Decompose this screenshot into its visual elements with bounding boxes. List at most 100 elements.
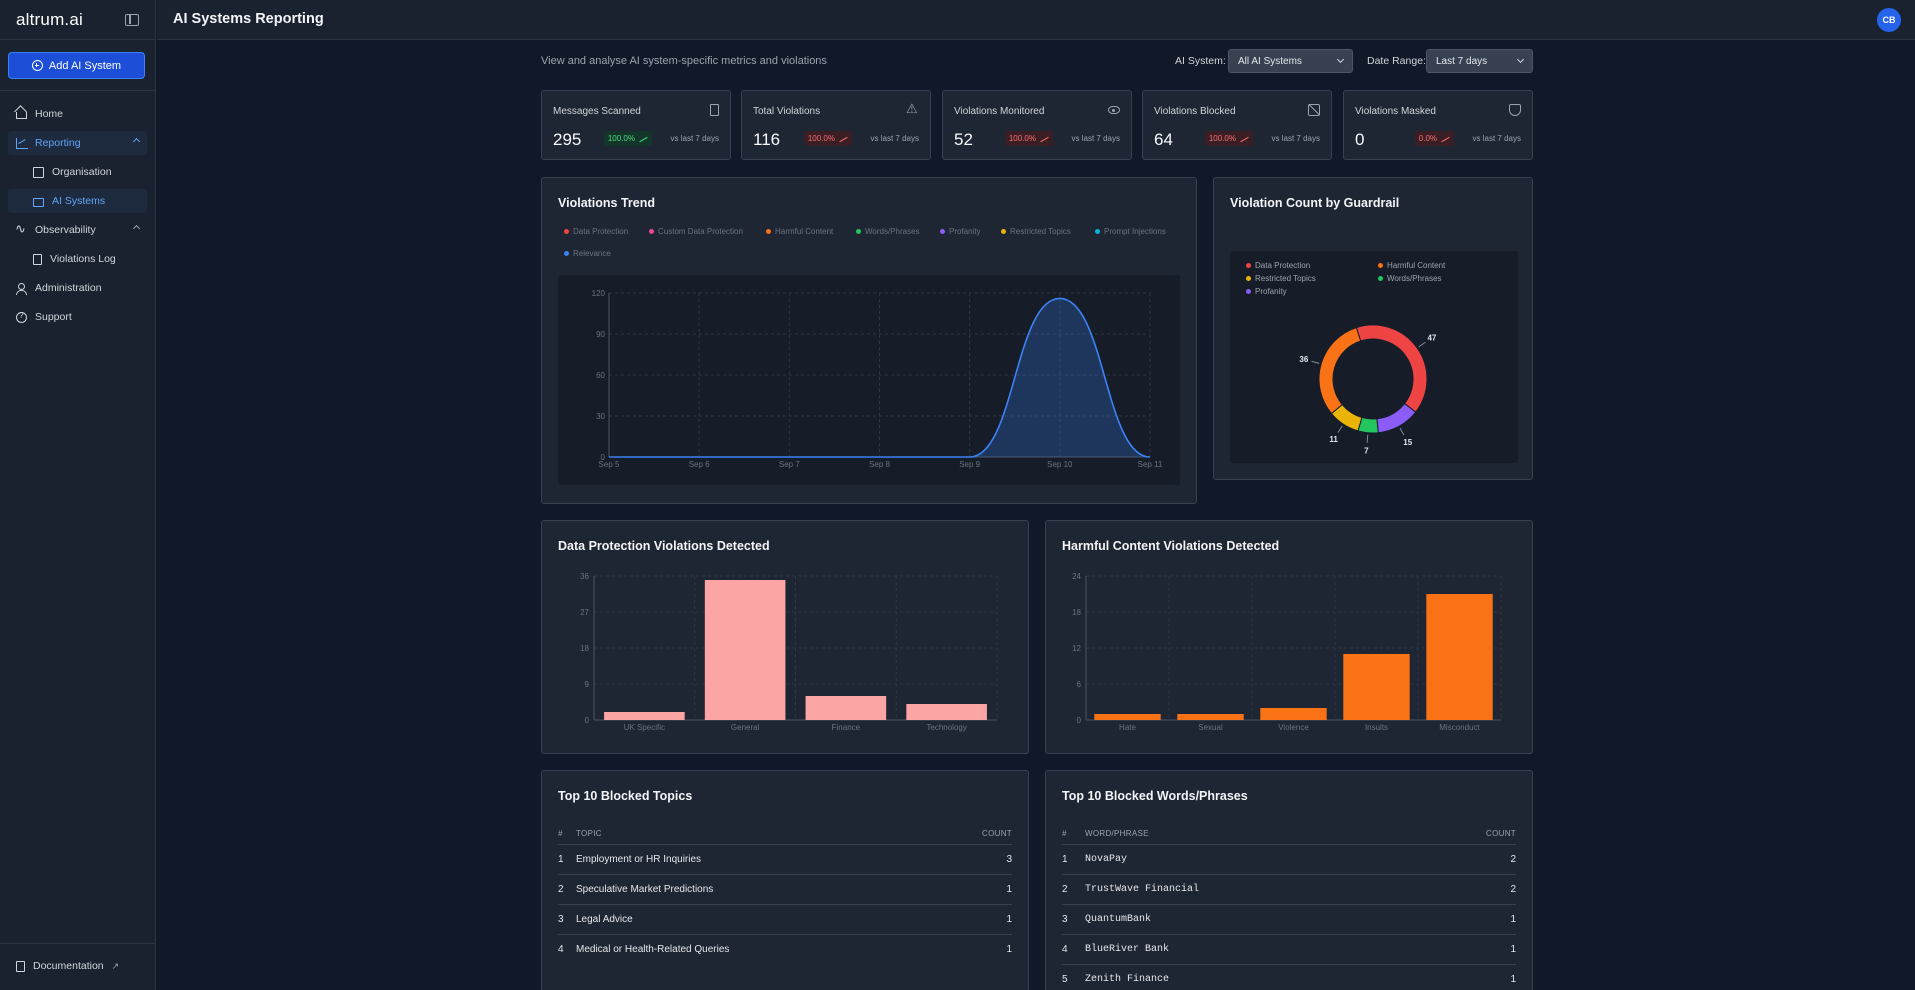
- y-tick-label: 0: [1077, 716, 1082, 725]
- chevron-up-icon: [132, 137, 141, 146]
- stat-change-badge: 100.0%: [603, 131, 652, 146]
- stat-change: 0.0%: [1418, 134, 1437, 143]
- add-ai-system-button[interactable]: Add AI System: [8, 52, 145, 79]
- row-rank: 5: [1062, 974, 1068, 985]
- y-tick-label: 18: [1072, 608, 1081, 617]
- legend-item[interactable]: Relevance: [564, 249, 611, 258]
- row-count: 2: [1510, 854, 1516, 865]
- ai-system-select[interactable]: All AI Systems: [1228, 49, 1353, 73]
- legend-item[interactable]: Words/Phrases: [1378, 274, 1442, 283]
- pie-slice[interactable]: [1318, 327, 1362, 415]
- bar[interactable]: [704, 580, 786, 720]
- sidebar-item-reporting[interactable]: Reporting: [8, 131, 147, 155]
- sidebar-item-label: Reporting: [35, 137, 81, 149]
- bar[interactable]: [1177, 714, 1244, 720]
- sidebar-collapse-icon[interactable]: [125, 13, 139, 26]
- page-title: AI Systems Reporting: [173, 11, 324, 27]
- stat-change: 100.0%: [1008, 134, 1036, 143]
- sidebar-item-ai-systems[interactable]: AI Systems: [8, 189, 147, 213]
- x-tick-label: Sep 5: [599, 460, 620, 469]
- bar[interactable]: [805, 696, 887, 720]
- row-count: 1: [1510, 974, 1516, 985]
- y-tick-label: 90: [596, 330, 605, 339]
- x-tick-label: Sep 6: [689, 460, 710, 469]
- legend-item[interactable]: Data Protection: [564, 227, 628, 236]
- avatar[interactable]: CB: [1877, 8, 1901, 32]
- table-row[interactable]: 2 Speculative Market Predictions 1: [558, 874, 1012, 904]
- documentation-link[interactable]: Documentation ↗: [16, 960, 119, 972]
- legend-label: Data Protection: [1255, 261, 1311, 270]
- harmful-content-card: Harmful Content Violations Detected 0 6 12…: [1045, 520, 1533, 754]
- nav-divider: [0, 90, 156, 91]
- legend-swatch: [766, 229, 771, 234]
- chart-icon: [16, 137, 28, 149]
- table-row[interactable]: 4 BlueRiver Bank 1: [1062, 934, 1516, 964]
- slice-value-label: 36: [1299, 355, 1308, 364]
- legend-item[interactable]: Custom Data Protection: [649, 227, 743, 236]
- sidebar-item-violations-log[interactable]: Violations Log: [8, 247, 147, 271]
- y-tick-label: 18: [580, 644, 589, 653]
- x-tick-label: Insults: [1365, 723, 1388, 732]
- trend-up-icon: [639, 136, 648, 142]
- stat-title: Violations Blocked: [1154, 106, 1236, 117]
- table-row[interactable]: 3 QuantumBank 1: [1062, 904, 1516, 934]
- bar[interactable]: [1094, 714, 1161, 720]
- slice-value-label: 15: [1403, 438, 1412, 447]
- date-range-select[interactable]: Last 7 days: [1426, 49, 1533, 73]
- row-count: 1: [1510, 944, 1516, 955]
- y-tick-label: 6: [1077, 680, 1082, 689]
- sidebar-item-organisation[interactable]: Organisation: [8, 160, 147, 184]
- table-row[interactable]: 5 Zenith Finance 1: [1062, 964, 1516, 990]
- bar[interactable]: [906, 704, 987, 720]
- stat-comparison: vs last 7 days: [1472, 134, 1521, 143]
- legend-label: Prompt Injections: [1104, 227, 1166, 236]
- legend-label: Profanity: [1255, 287, 1287, 296]
- legend-item[interactable]: Prompt Injections: [1095, 227, 1166, 236]
- series-line[interactable]: [609, 297, 1151, 458]
- legend-item[interactable]: Harmful Content: [766, 227, 833, 236]
- sidebar-item-administration[interactable]: Administration: [8, 276, 147, 300]
- legend-item[interactable]: Profanity: [1246, 287, 1287, 296]
- table-row[interactable]: 1 Employment or HR Inquiries 3: [558, 844, 1012, 874]
- legend-label: Harmful Content: [775, 227, 834, 236]
- x-tick-label: Hate: [1119, 723, 1136, 732]
- legend-item[interactable]: Profanity: [940, 227, 981, 236]
- stat-comparison: vs last 7 days: [870, 134, 919, 143]
- grid-lines: [593, 575, 998, 721]
- bar[interactable]: [604, 712, 685, 720]
- sidebar-item-support[interactable]: Support: [8, 305, 147, 329]
- table-row[interactable]: 3 Legal Advice 1: [558, 904, 1012, 934]
- legend-label: Custom Data Protection: [658, 227, 743, 236]
- bar[interactable]: [1426, 594, 1493, 720]
- data-protection-card: Data Protection Violations Detected 0 9 18…: [541, 520, 1029, 754]
- x-tick-label: Sep 11: [1138, 460, 1163, 469]
- bar[interactable]: [1260, 708, 1327, 720]
- legend-item[interactable]: Harmful Content: [1378, 261, 1445, 270]
- table-row[interactable]: 1 NovaPay 2: [1062, 844, 1516, 874]
- y-tick-label: 36: [580, 572, 589, 581]
- bar[interactable]: [1343, 654, 1410, 720]
- y-tick-label: 0: [585, 716, 590, 725]
- table-row[interactable]: 2 TrustWave Financial 2: [1062, 874, 1516, 904]
- pie-slice[interactable]: [1355, 324, 1428, 413]
- series-area: [609, 298, 1150, 457]
- pie-slice[interactable]: [1376, 402, 1417, 434]
- ai-system-label: AI System:: [1175, 55, 1226, 67]
- legend-item[interactable]: Restricted Topics: [1001, 227, 1071, 236]
- legend-label: Harmful Content: [1387, 261, 1446, 270]
- legend-item[interactable]: Data Protection: [1246, 261, 1310, 270]
- row-rank: 3: [558, 914, 564, 925]
- sidebar-item-observability[interactable]: Observability: [8, 218, 147, 242]
- table-row[interactable]: 4 Medical or Health-Related Queries 1: [558, 934, 1012, 964]
- violations-trend-chart-area: 0 30 60 90 120 Sep 5 Sep 6 Sep 7 Sep 8 Sep 9 Sep 1…: [558, 275, 1180, 485]
- shield-icon: [1509, 104, 1521, 116]
- legend-item[interactable]: Words/Phrases: [856, 227, 920, 236]
- legend-item[interactable]: Restricted Topics: [1246, 274, 1316, 283]
- sidebar-item-home[interactable]: Home: [8, 102, 147, 126]
- row-rank: 2: [1062, 884, 1068, 895]
- legend-swatch: [564, 251, 569, 256]
- y-tick-label: 24: [1072, 572, 1081, 581]
- folder-icon: [33, 197, 44, 207]
- y-tick-label: 9: [585, 680, 590, 689]
- ai-system-value: All AI Systems: [1238, 55, 1302, 67]
